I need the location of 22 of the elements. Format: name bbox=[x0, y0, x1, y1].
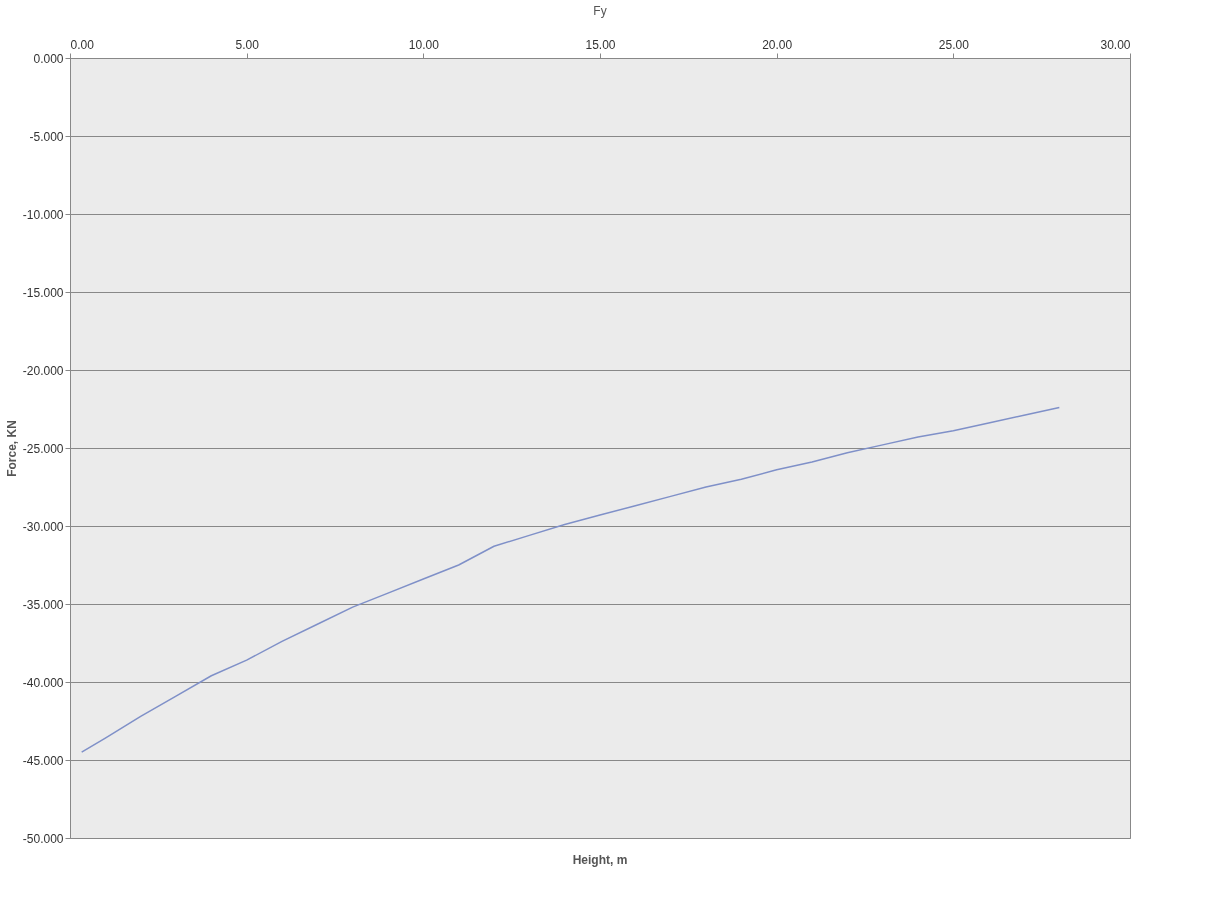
x-tick-label: 15.00 bbox=[585, 37, 616, 52]
y-tick-label: -45.000 bbox=[22, 753, 64, 768]
x-tick-label: 0.00 bbox=[70, 37, 95, 52]
y-tick-label: -40.000 bbox=[22, 675, 64, 690]
x-tick-label: 10.00 bbox=[408, 37, 440, 52]
x-tick-label: 20.00 bbox=[762, 37, 793, 52]
y-tick-label: -20.000 bbox=[22, 363, 64, 378]
y-tick-label: -50.000 bbox=[22, 831, 64, 846]
y-axis-title: Force, KN bbox=[4, 420, 19, 477]
y-tick-label: 0.000 bbox=[33, 51, 64, 66]
line-series bbox=[80, 406, 1061, 753]
y-tick-label: -30.000 bbox=[22, 519, 64, 534]
x-axis-title: Height, m bbox=[572, 853, 628, 867]
x-tick-label: 30.00 bbox=[1100, 37, 1131, 52]
y-tick-label: -15.000 bbox=[22, 285, 64, 300]
y-tick-label: -10.000 bbox=[22, 207, 64, 222]
x-tick-label: 5.00 bbox=[235, 37, 260, 52]
y-tick-label: -25.000 bbox=[22, 441, 64, 456]
x-tick-label: 25.00 bbox=[938, 37, 970, 52]
y-tick-label: -5.000 bbox=[29, 129, 64, 144]
chart-title: Fy bbox=[593, 4, 607, 18]
y-tick-label: -35.000 bbox=[22, 597, 64, 612]
